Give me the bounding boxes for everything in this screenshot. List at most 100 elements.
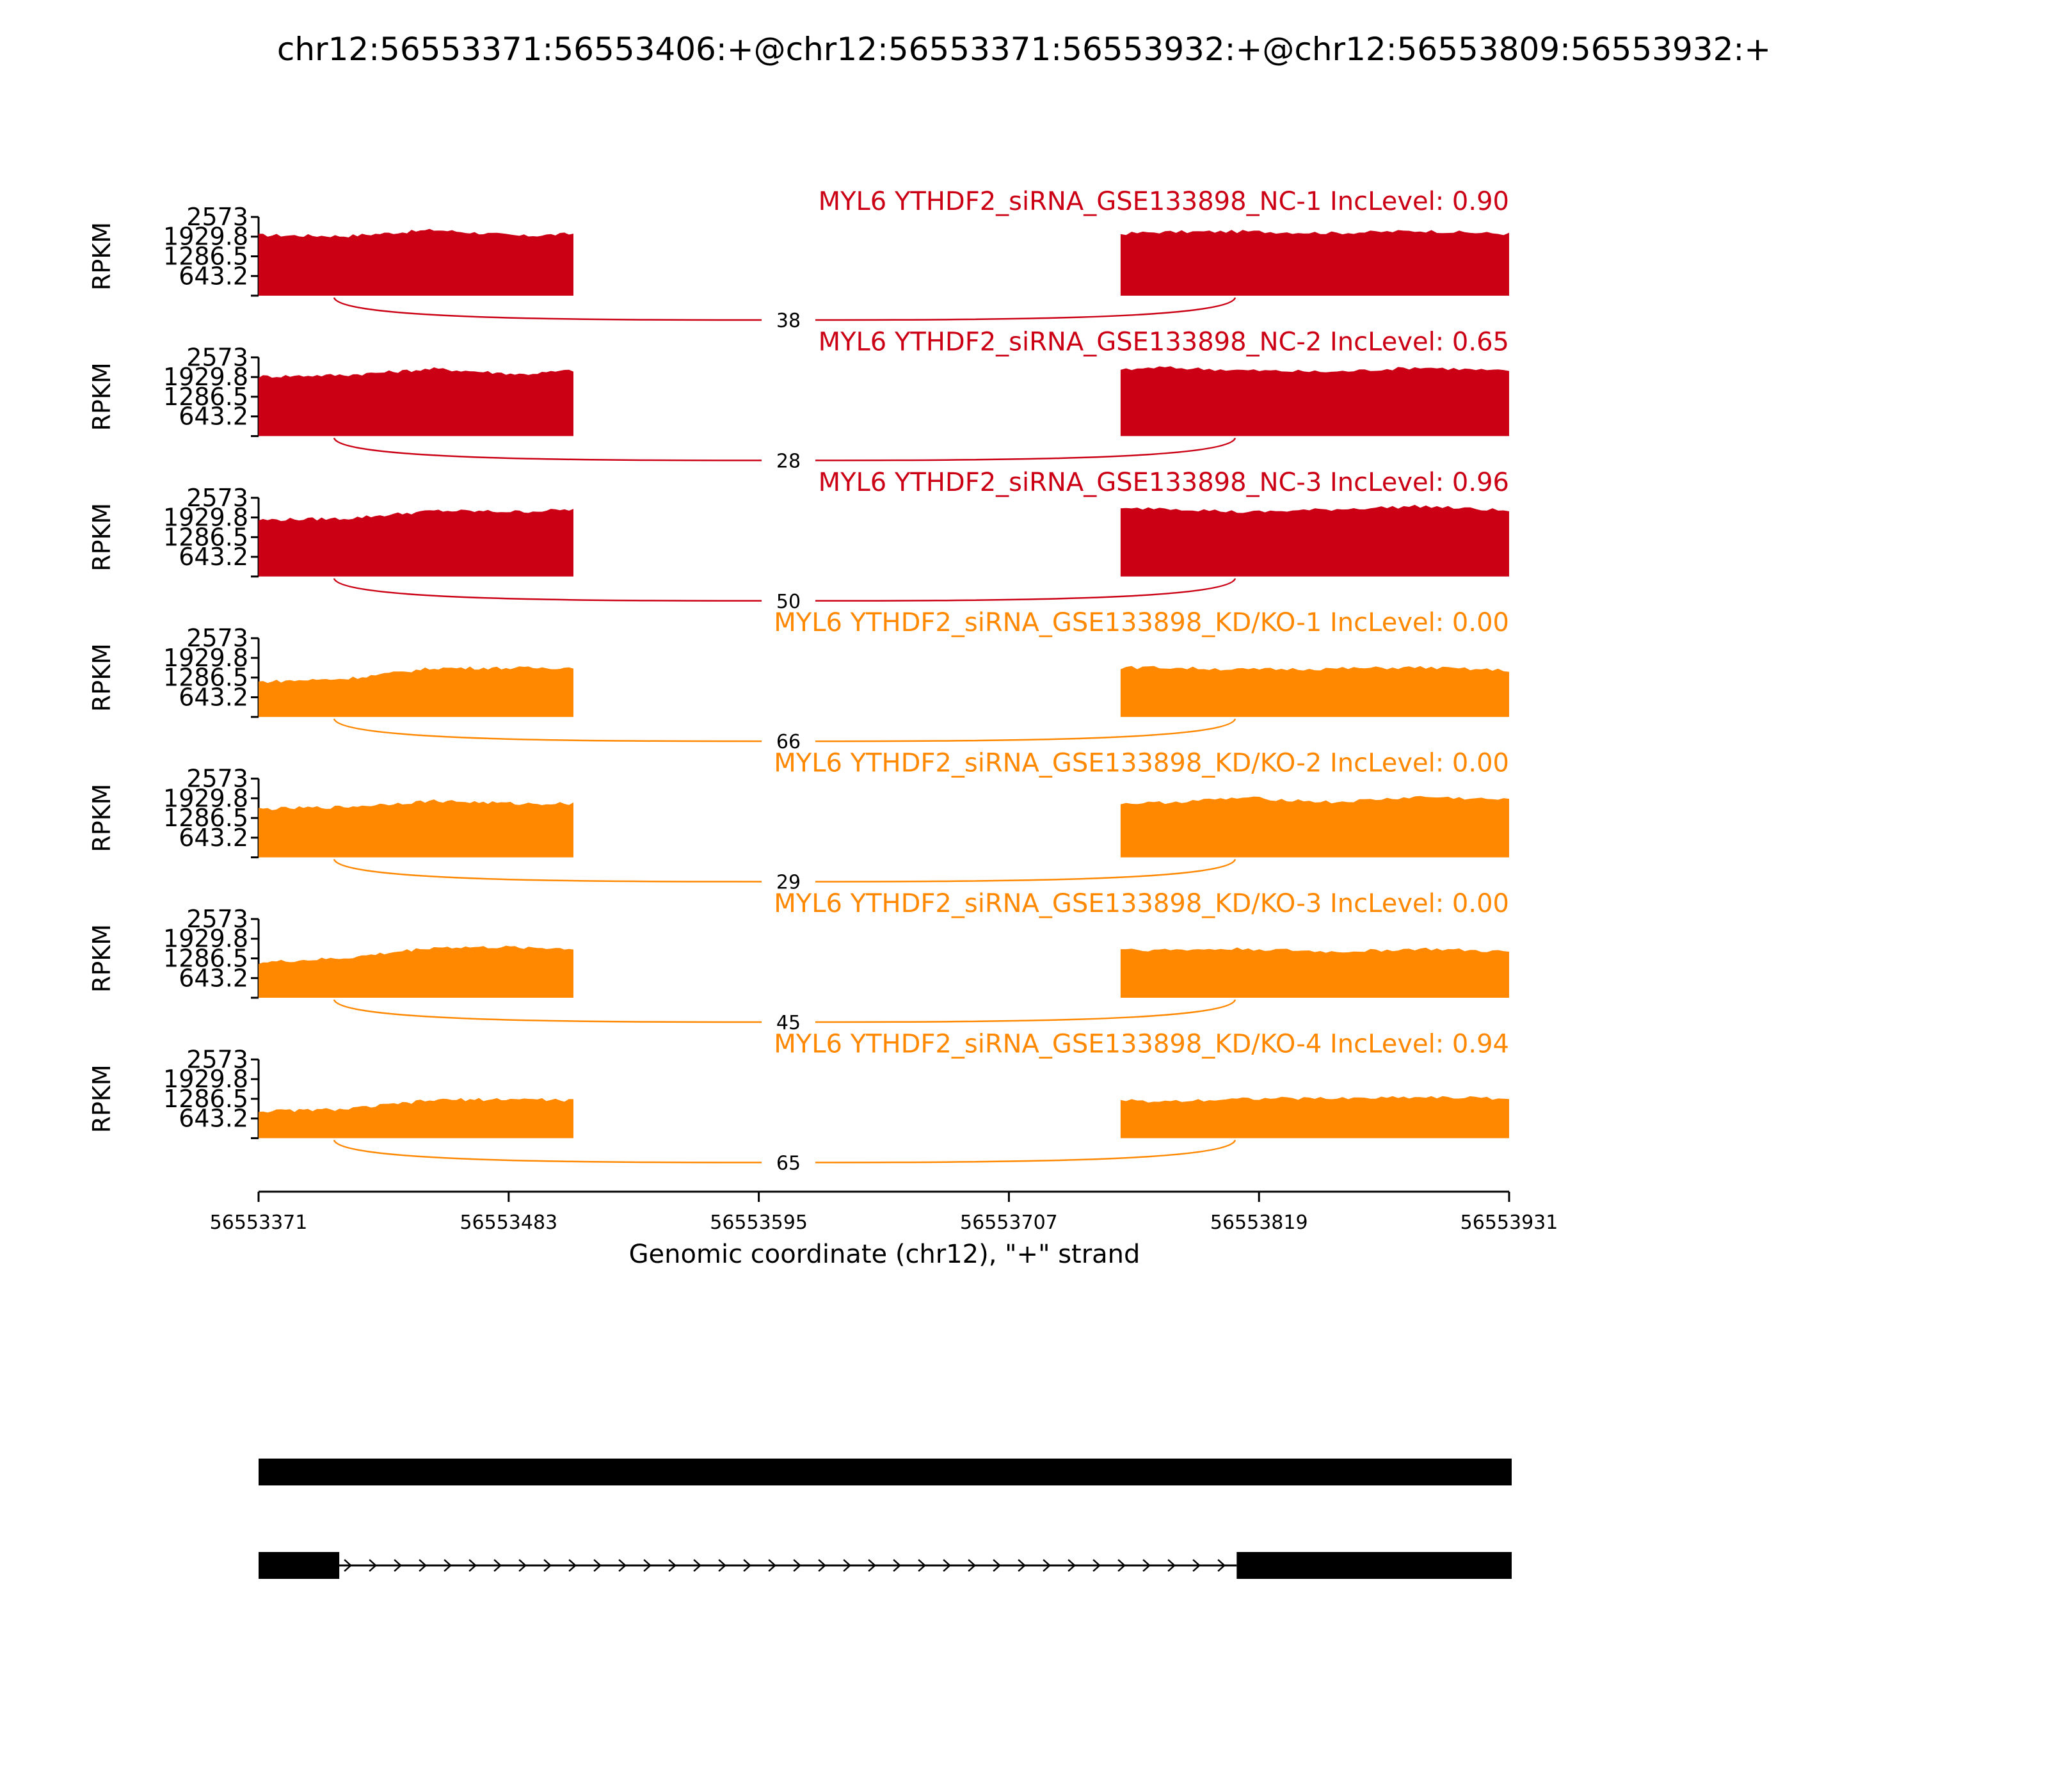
y-tick-label: 2573 <box>186 624 248 652</box>
strand-arrow <box>768 1559 776 1572</box>
sample-label: MYL6 YTHDF2_siRNA_GSE133898_KD/KO-2 IncL… <box>774 749 1509 778</box>
junction-count-label: 28 <box>776 450 801 472</box>
coverage-area <box>259 1098 573 1139</box>
y-tick-label: 1929.8 <box>163 363 248 391</box>
y-tick-label: 1929.8 <box>163 644 248 672</box>
junction-label-bg <box>762 306 815 332</box>
y-tick-label: 1286.5 <box>163 1085 248 1113</box>
junction-label-bg <box>762 1008 815 1034</box>
y-axis-label: RPKM <box>88 362 116 431</box>
strand-arrow <box>693 1559 701 1572</box>
coverage-area <box>1120 796 1509 858</box>
x-tick-label: 56553595 <box>710 1212 808 1234</box>
y-tick-label: 1929.8 <box>163 504 248 532</box>
junction-count-label: 50 <box>776 591 801 613</box>
coverage-area <box>1120 666 1509 717</box>
junction-count-label: 29 <box>776 872 801 894</box>
x-tick-label: 56553931 <box>1460 1212 1558 1234</box>
x-axis: 56553371 56553483 56553595 56553707 56553819… <box>210 1190 1558 1234</box>
strand-arrow <box>668 1559 676 1572</box>
y-tick-label: 2573 <box>186 905 248 933</box>
strand-arrow <box>718 1559 726 1572</box>
y-axis-label: RPKM <box>88 643 116 712</box>
junction-label-bg <box>762 1148 815 1174</box>
junction-count-label: 65 <box>776 1152 801 1174</box>
y-tick-label: 1929.8 <box>163 1065 248 1093</box>
strand-arrow <box>543 1559 552 1572</box>
y-tick-label: 643.2 <box>179 1105 248 1133</box>
strand-arrow <box>918 1559 926 1572</box>
strand-arrow <box>1018 1559 1026 1572</box>
strand-arrow <box>468 1559 477 1572</box>
strand-arrow <box>444 1559 452 1572</box>
sample-label: MYL6 YTHDF2_siRNA_GSE133898_NC-3 IncLeve… <box>819 468 1509 497</box>
sample-label: MYL6 YTHDF2_siRNA_GSE133898_KD/KO-3 IncL… <box>774 889 1509 918</box>
strand-arrow <box>518 1559 527 1572</box>
y-tick-label: 1929.8 <box>163 784 248 812</box>
strand-arrow <box>493 1559 502 1572</box>
y-axis-label: RPKM <box>88 784 116 852</box>
strand-arrow <box>369 1559 377 1572</box>
y-axis-label: RPKM <box>88 503 116 572</box>
coverage-area <box>259 945 573 998</box>
y-tick-label: 1286.5 <box>163 383 248 411</box>
coverage-area <box>1120 1096 1509 1139</box>
coverage-area <box>259 509 573 577</box>
junction-label-bg <box>762 586 815 612</box>
strand-arrow <box>1167 1559 1176 1572</box>
strand-arrow <box>968 1559 976 1572</box>
transcript-model <box>259 1552 1512 1579</box>
y-tick-label: 2573 <box>186 203 248 231</box>
strand-arrow <box>593 1559 602 1572</box>
strand-arrow <box>1043 1559 1051 1572</box>
strand-arrow <box>394 1559 402 1572</box>
y-tick-label: 643.2 <box>179 262 248 290</box>
strand-arrow <box>743 1559 751 1572</box>
y-tick-label: 1929.8 <box>163 223 248 251</box>
exon-block <box>259 1459 1512 1485</box>
strand-arrow <box>419 1559 427 1572</box>
y-tick-label: 1286.5 <box>163 664 248 692</box>
x-tick-label: 56553819 <box>1210 1212 1308 1234</box>
y-tick-label: 643.2 <box>179 683 248 711</box>
exon-block <box>1236 1552 1512 1579</box>
strand-arrow <box>818 1559 826 1572</box>
y-tick-label: 1286.5 <box>163 523 248 551</box>
coverage-area <box>1120 947 1509 998</box>
chart-title: chr12:56553371:56553406:+@chr12:56553371… <box>277 31 1771 68</box>
strand-arrow <box>618 1559 627 1572</box>
coverage-area <box>259 228 573 296</box>
strand-arrow <box>1092 1559 1101 1572</box>
x-tick-label: 56553371 <box>210 1212 308 1234</box>
coverage-area <box>259 666 573 717</box>
strand-arrow <box>1217 1559 1226 1572</box>
y-tick-label: 1286.5 <box>163 945 248 973</box>
transcript-model <box>259 1459 1512 1485</box>
junction-label-bg <box>762 446 815 472</box>
strand-arrow <box>568 1559 577 1572</box>
y-tick-label: 1929.8 <box>163 925 248 953</box>
junction-label-bg <box>762 727 815 753</box>
strand-arrow <box>993 1559 1001 1572</box>
strand-arrow <box>643 1559 652 1572</box>
coverage-area <box>1120 230 1509 296</box>
y-axis-label: RPKM <box>88 222 116 291</box>
sample-label: MYL6 YTHDF2_siRNA_GSE133898_NC-1 IncLeve… <box>819 187 1509 216</box>
y-tick-label: 1286.5 <box>163 804 248 832</box>
coverage-area <box>1120 504 1509 577</box>
strand-arrow <box>893 1559 901 1572</box>
y-tick-label: 2573 <box>186 1045 248 1073</box>
y-tick-label: 643.2 <box>179 543 248 571</box>
strand-arrow <box>868 1559 876 1572</box>
y-axis-label: RPKM <box>88 1064 116 1133</box>
x-tick-label: 56553707 <box>960 1212 1058 1234</box>
coverage-area <box>1120 366 1509 436</box>
sample-label: MYL6 YTHDF2_siRNA_GSE133898_NC-2 IncLeve… <box>819 327 1509 356</box>
strand-arrow <box>1192 1559 1201 1572</box>
strand-arrow <box>1142 1559 1151 1572</box>
